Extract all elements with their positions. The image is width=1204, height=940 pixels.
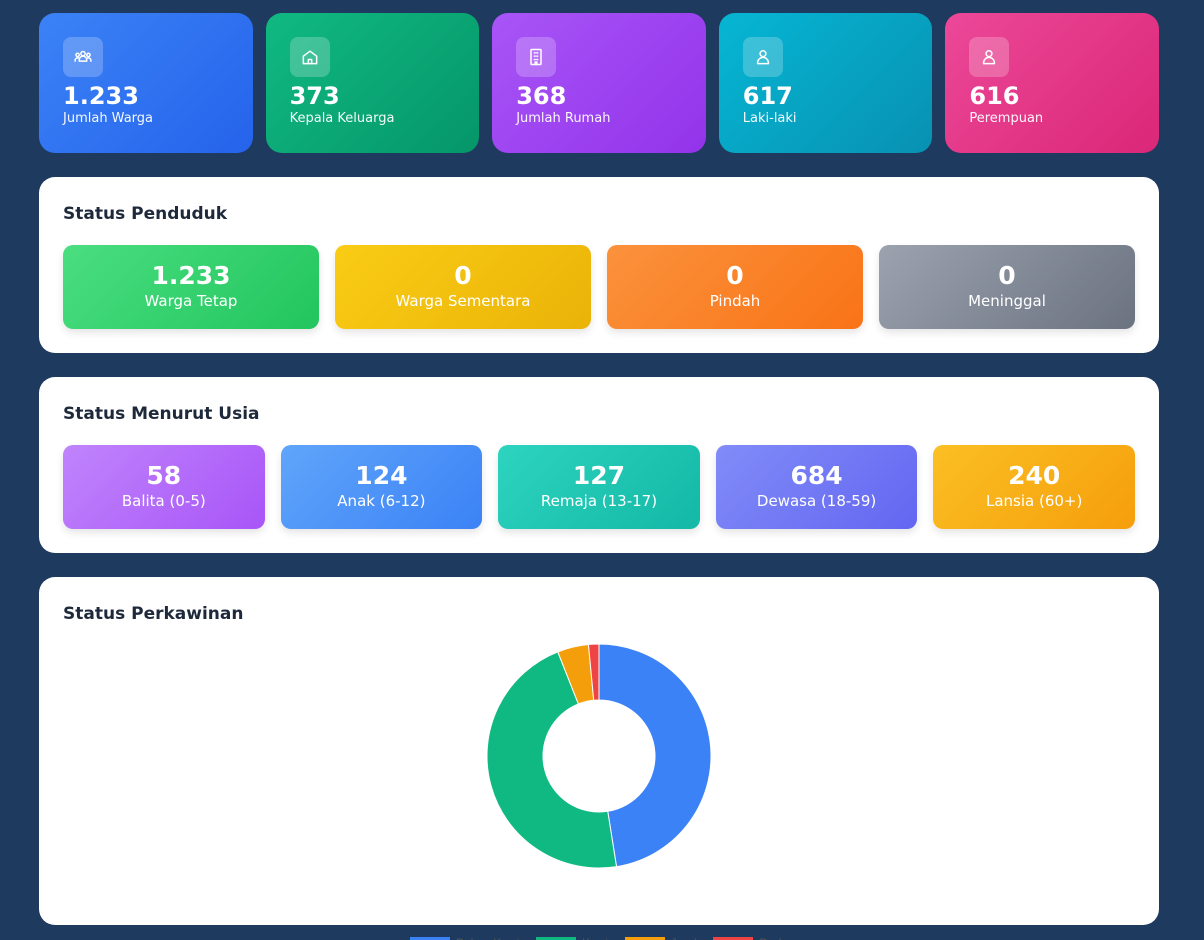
tile-value: 0	[998, 261, 1016, 290]
tile-value: 1.233	[151, 261, 231, 290]
dashboard: 1.233 Jumlah Warga 373 Kepala Keluarga 3…	[39, 13, 1159, 940]
tile-value: 58	[146, 461, 182, 490]
card-label: Kepala Keluarga	[289, 111, 395, 126]
tile-value: 124	[355, 461, 408, 490]
card-label: Jumlah Warga	[63, 111, 154, 126]
tile-value: 684	[790, 461, 843, 490]
tile-value: 0	[454, 261, 472, 290]
card-laki-laki[interactable]: 617 Laki-laki	[718, 13, 933, 153]
tile-label: Dewasa (18-59)	[756, 492, 877, 510]
card-kepala-keluarga[interactable]: 373 Kepala Keluarga	[265, 13, 480, 153]
tile-warga-sementara[interactable]: 0 Warga Sementara	[335, 245, 591, 329]
legend-item-belum-kawin[interactable]: Belum Kawin	[409, 936, 526, 940]
slice-belum-kawin[interactable]	[598, 643, 712, 868]
user-icon	[969, 37, 1010, 77]
status-usia-tiles: 58 Balita (0-5) 124 Anak (6-12) 127 Rema…	[63, 445, 1135, 529]
card-value: 1.233	[63, 82, 139, 110]
legend-swatch	[713, 937, 754, 940]
tile-label: Anak (6-12)	[337, 492, 426, 510]
status-penduduk-tiles: 1.233 Warga Tetap 0 Warga Sementara 0 Pi…	[63, 245, 1135, 329]
status-perkawinan-panel: Status Perkawinan Belum Kawin Kawin Janda D…	[39, 577, 1159, 940]
tile-label: Pindah	[709, 292, 761, 310]
marital-chart: Belum Kawin Kawin Janda Duda	[39, 637, 1159, 940]
section-title: Status Penduduk	[63, 204, 228, 224]
tile-label: Meninggal	[968, 292, 1046, 310]
legend-item-janda[interactable]: Janda	[624, 936, 704, 940]
tile-lansia[interactable]: 240 Lansia (60+)	[933, 445, 1135, 529]
legend-label: Janda	[671, 936, 704, 940]
tile-label: Warga Sementara	[395, 292, 531, 310]
tile-pindah[interactable]: 0 Pindah	[607, 245, 863, 329]
legend-swatch	[409, 937, 450, 940]
card-label: Jumlah Rumah	[516, 111, 611, 126]
card-value: 368	[516, 82, 567, 110]
summary-cards: 1.233 Jumlah Warga 373 Kepala Keluarga 3…	[39, 13, 1159, 153]
legend-swatch	[624, 937, 665, 940]
status-usia-panel: Status Menurut Usia 58 Balita (0-5) 124 …	[39, 377, 1159, 553]
card-label: Laki-laki	[742, 111, 797, 126]
card-value: 373	[289, 82, 340, 110]
card-jumlah-warga[interactable]: 1.233 Jumlah Warga	[39, 13, 253, 153]
tile-label: Balita (0-5)	[121, 492, 206, 510]
home-icon	[289, 37, 330, 77]
legend-label: Kawin	[582, 936, 615, 940]
tile-balita[interactable]: 58 Balita (0-5)	[63, 445, 265, 529]
tile-label: Remaja (13-17)	[540, 492, 658, 510]
slice-kawin[interactable]	[486, 651, 618, 869]
tile-warga-tetap[interactable]: 1.233 Warga Tetap	[63, 245, 319, 329]
legend-label: Duda	[759, 936, 788, 940]
tile-label: Warga Tetap	[144, 292, 238, 310]
section-title: Status Menurut Usia	[63, 404, 260, 424]
card-perempuan[interactable]: 616 Perempuan	[945, 13, 1159, 153]
tile-remaja[interactable]: 127 Remaja (13-17)	[498, 445, 700, 529]
legend-item-kawin[interactable]: Kawin	[535, 936, 615, 940]
tile-anak[interactable]: 124 Anak (6-12)	[280, 445, 483, 529]
card-value: 616	[969, 82, 1020, 110]
legend-item-duda[interactable]: Duda	[713, 936, 788, 940]
users-icon	[63, 37, 103, 77]
building-icon	[516, 37, 557, 77]
donut-chart	[486, 643, 712, 869]
tile-label: Lansia (60+)	[985, 492, 1083, 510]
user-icon	[742, 37, 783, 77]
legend-swatch	[535, 937, 576, 940]
tile-value: 0	[726, 261, 744, 290]
status-penduduk-panel: Status Penduduk 1.233 Warga Tetap 0 Warg…	[39, 177, 1159, 353]
tile-value: 240	[1008, 461, 1061, 490]
tile-dewasa[interactable]: 684 Dewasa (18-59)	[715, 445, 918, 529]
chart-legend: Belum Kawin Kawin Janda Duda	[39, 936, 1159, 940]
legend-label: Belum Kawin	[456, 936, 526, 940]
section-title: Status Perkawinan	[63, 604, 244, 624]
card-jumlah-rumah[interactable]: 368 Jumlah Rumah	[492, 13, 706, 153]
slice-duda[interactable]	[587, 643, 600, 701]
card-value: 617	[742, 82, 793, 110]
tile-meninggal[interactable]: 0 Meninggal	[879, 245, 1135, 329]
tile-value: 127	[572, 461, 626, 490]
card-label: Perempuan	[969, 111, 1044, 126]
